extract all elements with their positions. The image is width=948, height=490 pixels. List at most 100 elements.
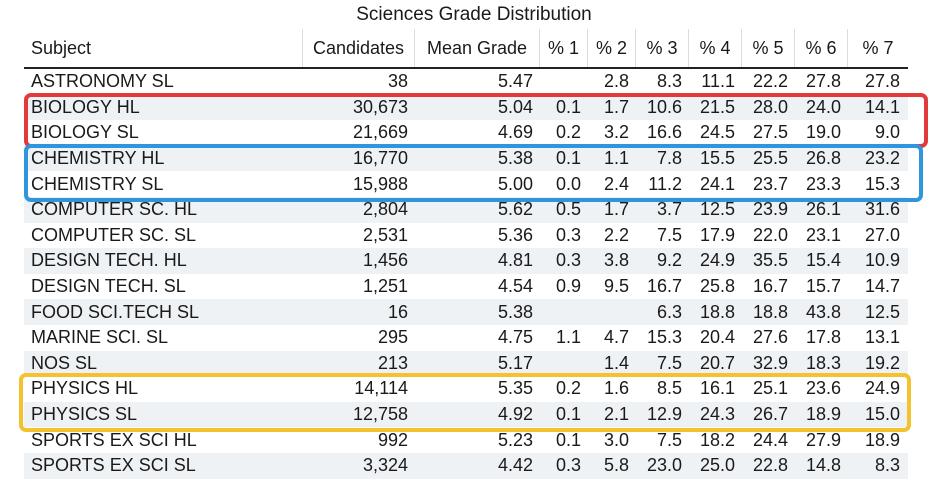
header-pct-6[interactable]: % 6 [794,29,847,67]
cell-candidates: 2,531 [362,224,408,245]
table-row[interactable]: SPORTS EX SCI HL 992 5.23 0.1 3.0 7.5 18.2 24.4… [24,427,908,453]
header-pct-4[interactable]: % 4 [688,29,741,67]
cell-pct-3: 6.3 [656,301,682,322]
table-header-row: Subject Candidates Mean Grade % 1 % 2 % … [24,29,908,69]
cell-pct-2: 1.7 [603,199,629,220]
table-row[interactable]: COMPUTER SC. SL 2,531 5.36 0.3 2.2 7.5 17.9 22.… [24,223,908,249]
header-candidates[interactable]: Candidates [302,29,414,67]
cell-pct-6: 27.9 [805,429,841,450]
header-pct-3[interactable]: % 3 [635,29,688,67]
table-row[interactable]: BIOLOGY SL 21,669 4.69 0.2 3.2 16.6 24.5 27.5 19… [24,120,908,146]
table-row[interactable]: PHYSICS HL 14,114 5.35 0.2 1.6 8.5 16.1 25.1 23.… [24,376,908,402]
table-row[interactable]: DESIGN TECH. HL 1,456 4.81 0.3 3.8 9.2 24.9 35.… [24,248,908,274]
table-row[interactable]: COMPUTER SC. HL 2,804 5.62 0.5 1.7 3.7 12.5 23.… [24,196,908,223]
cell-pct-4: 24.9 [699,250,735,271]
cell-candidates: 15,988 [352,173,408,194]
cell-pct-7: 31.6 [864,199,900,220]
cell-pct-5: 32.9 [752,352,788,373]
cell-pct-7: 8.3 [874,455,900,476]
cell-pct-7: 15.0 [864,404,900,425]
header-pct-1[interactable]: % 1 [539,29,587,67]
cell-pct-7: 10.9 [864,250,900,271]
cell-mean-grade: 4.92 [497,404,533,425]
table-row[interactable]: PHYSICS SL 12,758 4.92 0.1 2.1 12.9 24.3 26.7 18… [24,401,908,428]
cell-subject: NOS SL [31,352,98,373]
cell-pct-3: 10.6 [646,96,682,117]
cell-pct-3: 8.3 [656,71,682,92]
table-row[interactable]: CHEMISTRY HL 16,770 5.38 0.1 1.1 7.8 15.5 25.5 2… [24,145,908,172]
cell-pct-6: 15.4 [805,250,841,271]
cell-pct-5: 22.2 [752,71,788,92]
table-row[interactable]: NOS SL 213 5.17 1.4 7.5 20.7 32.9 18.3 19.2 [24,350,908,377]
cell-mean-grade: 5.62 [497,199,533,220]
cell-pct-6: 18.3 [805,352,841,373]
cell-pct-3: 7.8 [656,148,682,169]
cell-pct-4: 18.8 [699,301,735,322]
cell-pct-1 [539,351,587,377]
cell-pct-2: 4.7 [603,327,629,348]
cell-pct-5: 16.7 [752,276,788,297]
cell-pct-6: 27.8 [805,71,841,92]
cell-pct-3: 16.7 [646,276,682,297]
table-row[interactable]: SPORTS EX SCI SL 3,324 4.42 0.3 5.8 23.0 25.0 2… [24,452,908,479]
cell-pct-5: 28.0 [752,96,788,117]
cell-pct-1: 0.5 [555,199,581,220]
cell-pct-5: 24.4 [752,429,788,450]
cell-pct-4: 21.5 [699,96,735,117]
cell-subject: DESIGN TECH. HL [31,250,187,271]
cell-candidates: 2,804 [362,199,408,220]
cell-mean-grade: 4.69 [497,122,533,143]
cell-subject: DESIGN TECH. SL [31,276,186,297]
cell-mean-grade: 5.23 [497,429,533,450]
cell-pct-6: 24.0 [805,96,841,117]
cell-pct-6: 23.1 [805,224,841,245]
cell-pct-7: 9.0 [874,122,900,143]
cell-pct-7: 12.5 [864,301,900,322]
cell-pct-5: 23.7 [752,173,788,194]
header-subject[interactable]: Subject [31,37,92,58]
table-row[interactable]: ASTRONOMY SL 38 5.47 2.8 8.3 11.1 22.2 27.8 27.8 [24,69,908,95]
cell-candidates: 3,324 [362,455,408,476]
cell-pct-6: 43.8 [805,301,841,322]
cell-pct-4: 16.1 [699,378,735,399]
cell-pct-4: 24.1 [699,173,735,194]
table-row[interactable]: FOOD SCI.TECH SL 16 5.38 6.3 18.8 18.8 43.8 12.… [24,299,908,325]
cell-pct-3: 9.2 [656,250,682,271]
cell-pct-4: 18.2 [699,429,735,450]
cell-pct-6: 17.8 [805,327,841,348]
cell-mean-grade: 5.35 [497,378,533,399]
cell-pct-1: 0.3 [555,455,581,476]
cell-pct-4: 17.9 [699,224,735,245]
cell-pct-4: 25.0 [699,455,735,476]
cell-pct-5: 27.5 [752,122,788,143]
cell-pct-7: 13.1 [864,327,900,348]
cell-pct-4: 20.4 [699,327,735,348]
cell-pct-2: 1.4 [603,352,629,373]
cell-pct-2: 3.0 [603,429,629,450]
table-row[interactable]: MARINE SCI. SL 295 4.75 1.1 4.7 15.3 20.4 27.6 1… [24,325,908,351]
cell-subject: BIOLOGY HL [31,96,140,117]
cell-mean-grade: 4.81 [497,250,533,271]
cell-subject: PHYSICS HL [31,378,139,399]
cell-subject: COMPUTER SC. HL [31,199,198,220]
table-row[interactable]: CHEMISTRY SL 15,988 5.00 0.0 2.4 11.2 24.1 23.7… [24,171,908,197]
cell-pct-5: 18.8 [752,301,788,322]
cell-pct-3: 7.5 [656,352,682,373]
table-row[interactable]: BIOLOGY HL 30,673 5.04 0.1 1.7 10.6 21.5 28.0 24… [24,94,908,121]
table-row[interactable]: DESIGN TECH. SL 1,251 4.54 0.9 9.5 16.7 25.8 16… [24,274,908,300]
cell-pct-3: 15.3 [646,327,682,348]
table-body: ASTRONOMY SL 38 5.47 2.8 8.3 11.1 22.2 27.8 27.8… [24,69,908,479]
cell-pct-6: 23.6 [805,378,841,399]
cell-pct-2: 1.1 [603,148,629,169]
header-pct-5[interactable]: % 5 [741,29,794,67]
cell-pct-4: 24.3 [699,404,735,425]
header-pct-2[interactable]: % 2 [587,29,635,67]
cell-pct-2: 2.1 [603,404,629,425]
grade-table: Subject Candidates Mean Grade % 1 % 2 % … [24,29,908,479]
cell-pct-7: 27.8 [864,71,900,92]
cell-pct-5: 35.5 [752,250,788,271]
header-mean-grade[interactable]: Mean Grade [414,29,539,67]
cell-subject: BIOLOGY SL [31,122,139,143]
cell-candidates: 16 [387,301,408,322]
header-pct-7[interactable]: % 7 [847,29,908,67]
